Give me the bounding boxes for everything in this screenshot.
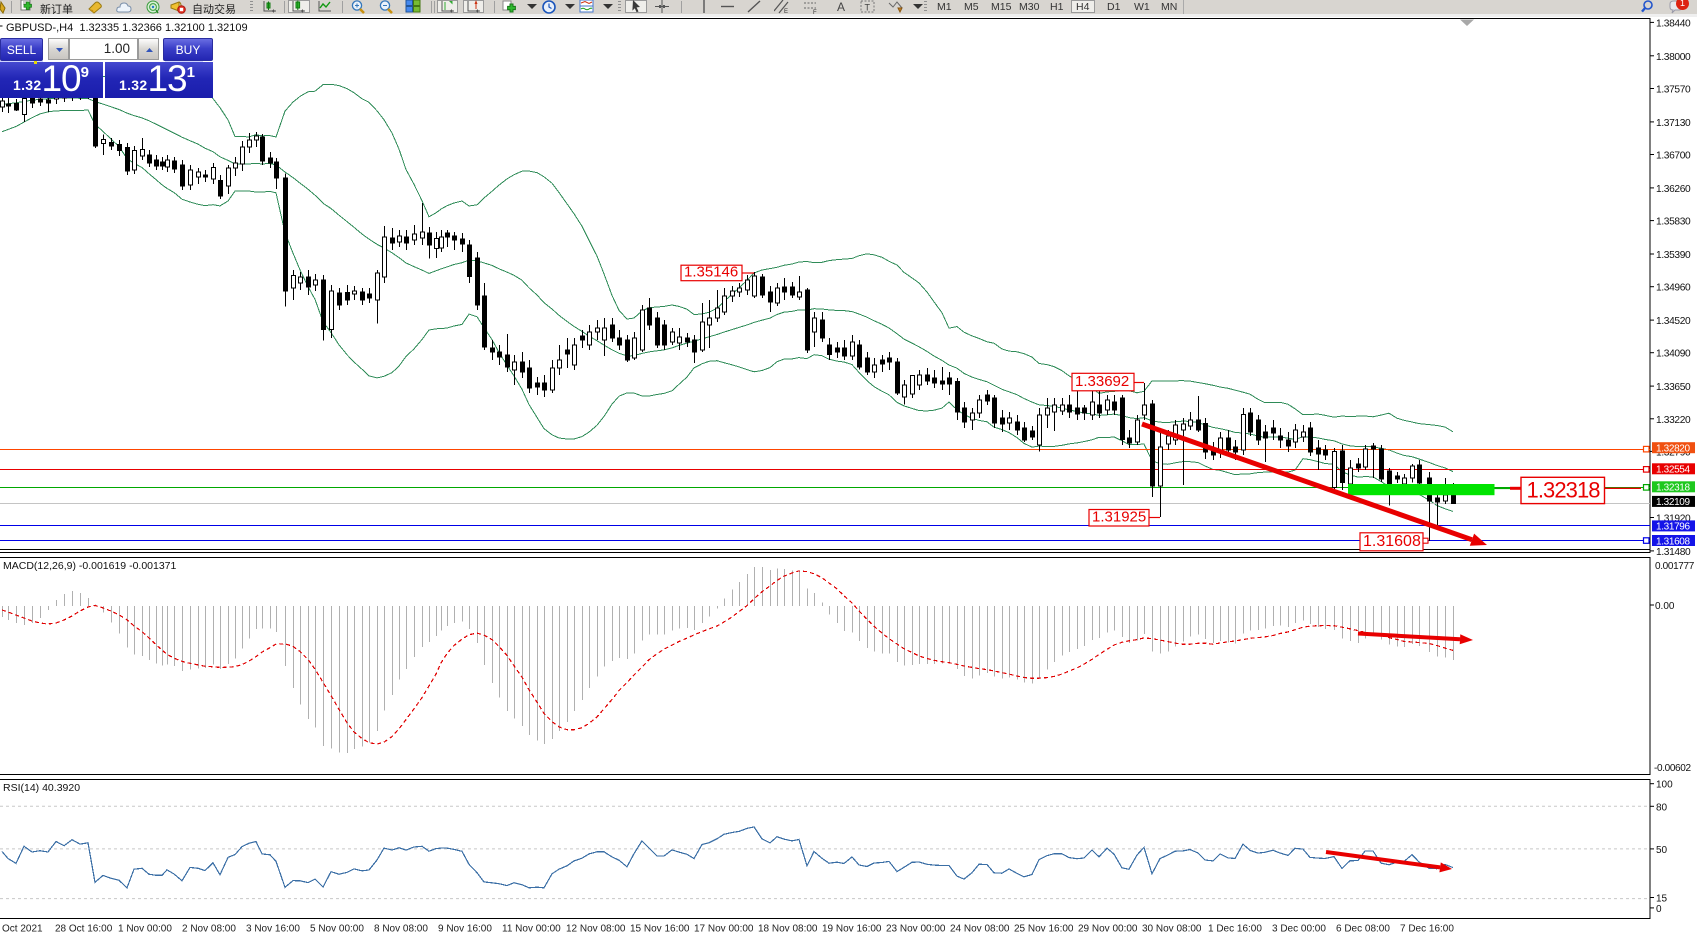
svg-text:1.32109: 1.32109	[1656, 497, 1690, 508]
svg-text:1.35390: 1.35390	[1656, 250, 1691, 261]
svg-text:1.31796: 1.31796	[1656, 522, 1690, 533]
svg-text:50: 50	[1656, 845, 1668, 856]
svg-text:T: T	[865, 3, 871, 13]
svg-text:1.32318: 1.32318	[1656, 483, 1690, 494]
svg-text:1.38440: 1.38440	[1656, 18, 1691, 29]
svg-text:-0.00602: -0.00602	[1654, 763, 1691, 774]
svg-text:11 Nov 00:00: 11 Nov 00:00	[502, 924, 561, 935]
svg-text:1.33692: 1.33692	[1075, 373, 1129, 390]
svg-text:1.34960: 1.34960	[1656, 283, 1691, 294]
svg-text:0: 0	[1656, 904, 1662, 915]
svg-text:1.31608: 1.31608	[1363, 533, 1421, 550]
svg-text:0.001777: 0.001777	[1655, 561, 1695, 572]
svg-text:0.00: 0.00	[1655, 601, 1675, 612]
svg-text:24 Nov 08:00: 24 Nov 08:00	[950, 924, 1010, 935]
svg-text:25 Nov 16:00: 25 Nov 16:00	[1014, 924, 1074, 935]
svg-text:1 Dec 16:00: 1 Dec 16:00	[1208, 924, 1262, 935]
svg-text:1.32318: 1.32318	[1527, 478, 1601, 503]
svg-text:1.33650: 1.33650	[1656, 382, 1691, 393]
svg-text:12 Nov 08:00: 12 Nov 08:00	[566, 924, 626, 935]
svg-text:15 Nov 16:00: 15 Nov 16:00	[630, 924, 690, 935]
svg-text:28 Oct 16:00: 28 Oct 16:00	[55, 924, 113, 935]
svg-text:1.31608: 1.31608	[1656, 536, 1690, 547]
svg-text:1.34520: 1.34520	[1656, 316, 1691, 327]
svg-text:2 Nov 08:00: 2 Nov 08:00	[182, 924, 236, 935]
svg-text:1.32554: 1.32554	[1656, 465, 1690, 476]
svg-text:1.31920: 1.31920	[1656, 514, 1691, 525]
svg-text:9 Nov 16:00: 9 Nov 16:00	[438, 924, 492, 935]
svg-text:1.32820: 1.32820	[1656, 444, 1690, 455]
svg-text:5 Nov 00:00: 5 Nov 00:00	[310, 924, 364, 935]
svg-text:80: 80	[1656, 802, 1668, 813]
svg-text:100: 100	[1656, 780, 1673, 791]
svg-text:1 Nov 00:00: 1 Nov 00:00	[118, 924, 172, 935]
svg-text:1.37130: 1.37130	[1656, 118, 1691, 129]
svg-text:E: E	[784, 9, 788, 14]
svg-text:F: F	[813, 10, 817, 14]
svg-text:18 Nov 08:00: 18 Nov 08:00	[758, 924, 818, 935]
svg-text:6 Dec 08:00: 6 Dec 08:00	[1336, 924, 1390, 935]
svg-text:A: A	[837, 0, 845, 14]
svg-text:1.38000: 1.38000	[1656, 52, 1691, 63]
svg-text:1.31925: 1.31925	[1092, 508, 1146, 525]
svg-text:23 Nov 00:00: 23 Nov 00:00	[886, 924, 946, 935]
svg-text:1.35146: 1.35146	[684, 263, 738, 280]
svg-text:15: 15	[1656, 894, 1668, 905]
svg-text:GBPUSD-,H4 1.32335 1.32366 1.: GBPUSD-,H4 1.32335 1.32366 1.32100 1.321…	[6, 22, 248, 34]
svg-text:17 Nov 00:00: 17 Nov 00:00	[694, 924, 754, 935]
svg-text:RSI(14) 40.3920: RSI(14) 40.3920	[3, 782, 80, 794]
svg-text:1.34090: 1.34090	[1656, 349, 1691, 360]
svg-text:1.31480: 1.31480	[1656, 547, 1691, 558]
svg-text:1.35830: 1.35830	[1656, 217, 1691, 228]
svg-text:1.33220: 1.33220	[1656, 415, 1691, 426]
svg-text:3 Nov 16:00: 3 Nov 16:00	[246, 924, 300, 935]
svg-text:30 Nov 08:00: 30 Nov 08:00	[1142, 924, 1202, 935]
svg-text:MACD(12,26,9) -0.001619 -0.001: MACD(12,26,9) -0.001619 -0.001371	[3, 560, 177, 572]
svg-text:8 Nov 08:00: 8 Nov 08:00	[374, 924, 428, 935]
svg-text:3 Dec 00:00: 3 Dec 00:00	[1272, 924, 1326, 935]
svg-text:1.36260: 1.36260	[1656, 184, 1691, 195]
svg-text:Oct 2021: Oct 2021	[2, 924, 43, 935]
svg-text:19 Nov 16:00: 19 Nov 16:00	[822, 924, 882, 935]
svg-text:29 Nov 00:00: 29 Nov 00:00	[1078, 924, 1138, 935]
svg-text:7 Dec 16:00: 7 Dec 16:00	[1400, 924, 1454, 935]
svg-text:1.36700: 1.36700	[1656, 151, 1691, 162]
svg-text:1.37570: 1.37570	[1656, 85, 1691, 96]
